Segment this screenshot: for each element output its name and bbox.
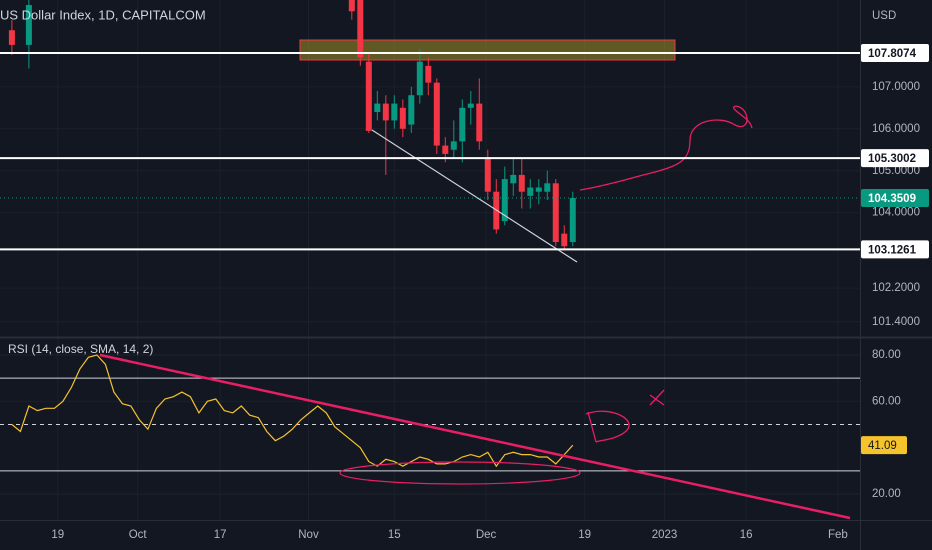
- currency-label: USD: [872, 10, 896, 22]
- candle-body: [510, 174, 517, 184]
- trend-line: [371, 129, 578, 263]
- candle-body: [569, 197, 576, 243]
- y-tick-label: 60.00: [872, 395, 901, 407]
- y-tick-label: 80.00: [872, 349, 901, 361]
- candle-body: [518, 174, 525, 192]
- candle-body: [8, 30, 15, 45]
- x-tick-label: 16: [740, 529, 753, 541]
- candle-body: [442, 145, 449, 154]
- rsi-last-label: 41.09: [868, 440, 897, 452]
- rsi-scribble: [585, 389, 665, 443]
- candle-body: [476, 103, 483, 142]
- y-tick-label: 20.00: [872, 488, 901, 500]
- rsi-last-box: [861, 436, 907, 455]
- level-label: 103.1261: [868, 244, 917, 256]
- forecast-scribble: [579, 105, 753, 191]
- candle-body: [484, 158, 491, 192]
- candle-body: [544, 183, 551, 192]
- candle-body: [357, 0, 364, 58]
- candle-body: [348, 0, 355, 12]
- candle-body: [501, 179, 508, 222]
- rsi-pane: [0, 354, 860, 472]
- candle-body: [535, 187, 542, 192]
- level-label-box: [861, 240, 929, 259]
- candle-body: [450, 141, 457, 150]
- candle-body: [25, 5, 32, 45]
- candle-body: [391, 103, 398, 121]
- y-tick-label: 106.0000: [872, 123, 920, 135]
- x-tick-label: Dec: [476, 529, 497, 541]
- y-tick-label: 101.4000: [872, 316, 920, 328]
- candle-body: [552, 183, 559, 243]
- chart-title: US Dollar Index, 1D, CAPITALCOM: [0, 7, 206, 22]
- candle-body: [459, 107, 466, 142]
- candle-body: [425, 65, 432, 83]
- rsi-title: RSI (14, close, SMA, 14, 2): [8, 342, 153, 356]
- rsi-ellipse: [339, 461, 581, 485]
- y-tick-label: 107.0000: [872, 81, 920, 93]
- x-tick-label: Nov: [298, 529, 319, 541]
- resistance-zone: [299, 39, 676, 61]
- x-tick-label: 19: [51, 529, 64, 541]
- y-tick-label: 105.0000: [872, 165, 920, 177]
- level-label: 105.3002: [868, 153, 916, 165]
- x-tick-label: Oct: [129, 529, 148, 541]
- candle-body: [467, 103, 474, 108]
- y-tick-label: 102.2000: [872, 282, 920, 294]
- candle-body: [382, 103, 389, 121]
- grid: [0, 0, 860, 520]
- candle-body: [527, 187, 534, 196]
- candle-body: [433, 82, 440, 146]
- x-tick-label: 17: [214, 529, 227, 541]
- candle-body: [374, 103, 381, 112]
- level-label-box: [861, 43, 929, 62]
- rsi-trend-line: [99, 353, 851, 520]
- level-label-box: [861, 149, 929, 168]
- candle-body: [365, 61, 372, 131]
- y-tick-label: 104.0000: [872, 207, 920, 219]
- last-price-label: 104.3509: [868, 193, 916, 205]
- candle-body: [408, 95, 415, 125]
- x-tick-label: 19: [578, 529, 591, 541]
- x-tick-label: 15: [388, 529, 401, 541]
- candle-body: [561, 233, 568, 247]
- candle-body: [399, 107, 406, 129]
- level-label: 107.8074: [868, 48, 917, 60]
- candle-body: [416, 61, 423, 96]
- last-price-box: [861, 188, 929, 207]
- x-tick-label: Feb: [828, 529, 848, 541]
- axes: 19 Oct 17 Nov 15 Dec 19 2023 16 Feb 107.0000 106.00…: [51, 81, 920, 541]
- x-tick-label: 2023: [652, 529, 678, 541]
- rsi-line: [11, 354, 574, 468]
